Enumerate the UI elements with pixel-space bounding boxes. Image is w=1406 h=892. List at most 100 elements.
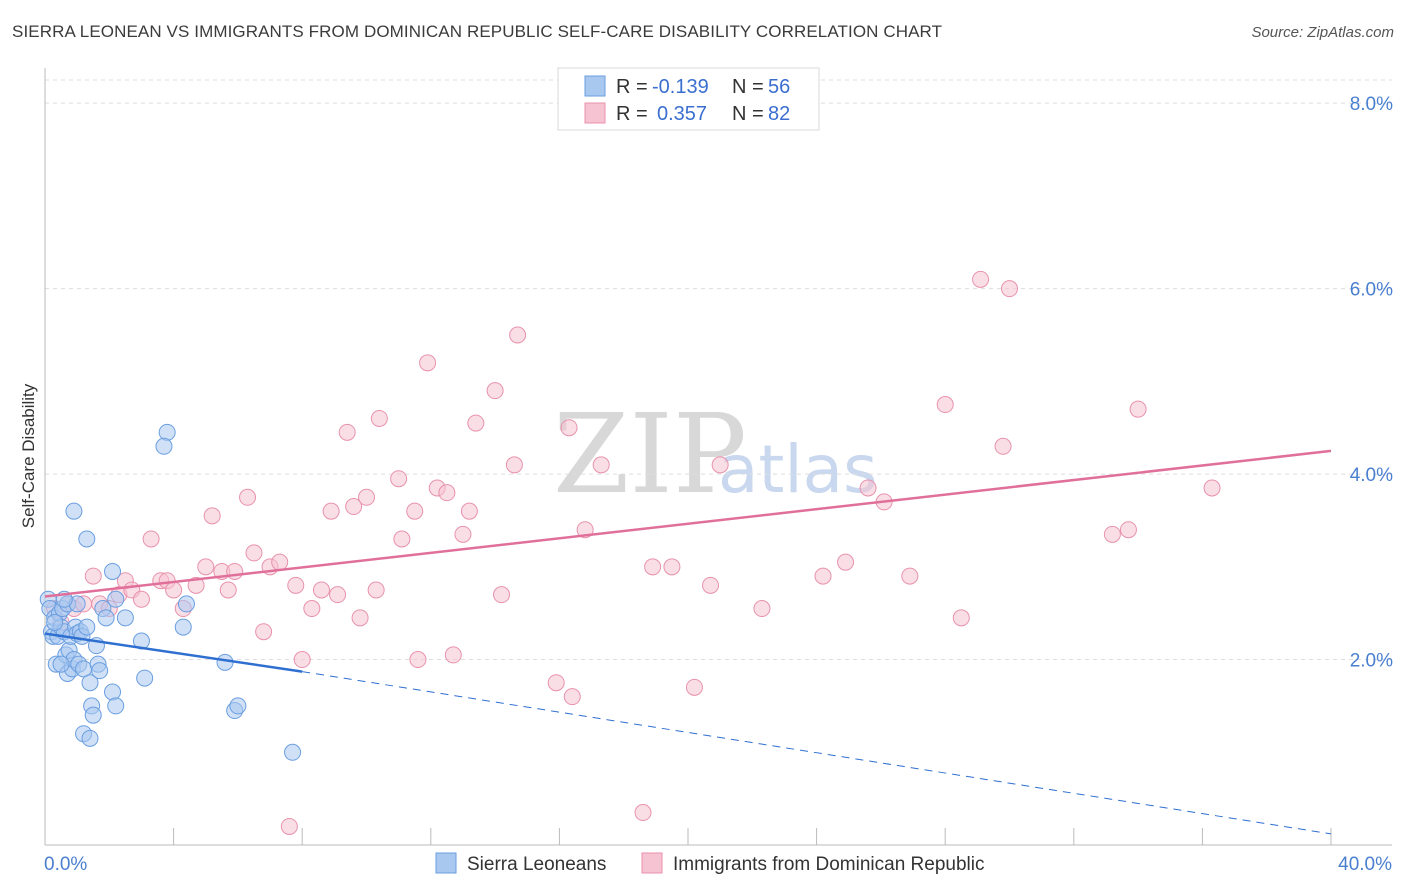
data-point-dominican: [702, 576, 720, 594]
y-tick-label: 2.0%: [1350, 651, 1393, 672]
data-point-sierra-leonean: [104, 683, 122, 701]
data-point-dominican: [409, 651, 427, 669]
data-point-dominican: [685, 678, 703, 696]
data-point-sierra-leonean: [46, 613, 64, 631]
data-point-dominican: [972, 270, 990, 288]
data-point-dominican: [393, 530, 411, 548]
bottom-legend-swatch-blue: [435, 852, 457, 874]
data-point-dominican: [203, 507, 221, 525]
data-point-dominican: [644, 558, 662, 576]
trend-line-sierra-leonean-extension: [302, 671, 1332, 835]
data-point-dominican: [280, 817, 298, 835]
series-dominican-points: [46, 270, 1221, 835]
legend-swatch-blue: [584, 75, 606, 97]
data-point-dominican: [351, 609, 369, 627]
data-point-sierra-leonean: [107, 697, 125, 715]
data-point-dominican: [293, 651, 311, 669]
trend-line-sierra-leonean: [44, 632, 303, 673]
data-point-dominican: [219, 581, 237, 599]
data-point-dominican: [1119, 521, 1137, 539]
series-sierra-leonean-points: [39, 423, 302, 761]
data-point-dominican: [367, 581, 385, 599]
data-point-sierra-leonean: [116, 609, 134, 627]
y-tick-labels: 2.0% 4.0% 6.0% 8.0%: [1350, 94, 1393, 671]
data-point-dominican: [239, 488, 257, 506]
data-point-dominican: [226, 562, 244, 580]
data-point-dominican: [132, 590, 150, 608]
x-axis-ticks: [44, 828, 1332, 845]
bottom-legend-label-dominican: Immigrants from Dominican Republic: [673, 854, 985, 875]
legend: R = -0.139 N = 56 R = 0.357 N = 82: [557, 67, 820, 131]
data-point-sierra-leonean: [158, 423, 176, 441]
data-point-dominican: [467, 414, 485, 432]
data-point-dominican: [303, 600, 321, 618]
data-point-sierra-leonean: [107, 590, 125, 608]
data-point-dominican: [329, 586, 347, 604]
data-point-dominican: [936, 396, 954, 414]
legend-n-value-2: 82: [768, 103, 790, 125]
data-point-dominican: [634, 804, 652, 822]
legend-n-label-1: N =: [732, 76, 764, 98]
data-point-dominican: [390, 470, 408, 488]
data-point-dominican: [165, 581, 183, 599]
data-point-dominican: [547, 674, 565, 692]
data-point-dominican: [460, 502, 478, 520]
data-point-dominican: [271, 553, 289, 571]
data-point-dominican: [419, 354, 437, 372]
data-point-dominican: [197, 558, 215, 576]
data-point-dominican: [753, 600, 771, 618]
data-point-sierra-leonean: [155, 437, 173, 455]
data-point-dominican: [493, 586, 511, 604]
data-point-dominican: [505, 456, 523, 474]
data-point-dominican: [994, 437, 1012, 455]
data-point-dominican: [187, 576, 205, 594]
source-credit: Source: ZipAtlas.com: [1251, 24, 1394, 41]
data-point-dominican: [859, 479, 877, 497]
data-point-dominican: [370, 409, 388, 427]
y-axis-label: Self-Care Disability: [19, 383, 38, 528]
data-point-dominican: [438, 484, 456, 502]
data-point-dominican: [444, 646, 462, 664]
legend-r-label-1: R =: [616, 76, 648, 98]
bottom-legend-label-sierra-leoneans: Sierra Leoneans: [467, 854, 606, 875]
chart-title: SIERRA LEONEAN VS IMMIGRANTS FROM DOMINI…: [12, 22, 943, 41]
data-point-sierra-leonean: [104, 562, 122, 580]
trend-lines: [44, 449, 1332, 835]
legend-n-value-1: 56: [768, 76, 790, 98]
data-point-dominican: [84, 567, 102, 585]
x-tick-label-max: 40.0%: [1338, 854, 1392, 875]
legend-swatch-pink: [584, 102, 606, 124]
data-point-sierra-leonean: [229, 697, 247, 715]
x-tick-label-min: 0.0%: [44, 854, 87, 875]
data-point-dominican: [486, 382, 504, 400]
data-point-sierra-leonean: [65, 502, 83, 520]
legend-r-value-1: -0.139: [652, 76, 709, 98]
data-point-sierra-leonean: [84, 706, 102, 724]
trend-line-dominican: [44, 449, 1332, 598]
data-point-dominican: [952, 609, 970, 627]
data-point-dominican: [1103, 525, 1121, 543]
watermark-zip: ZIP: [553, 390, 747, 518]
data-point-dominican: [1203, 479, 1221, 497]
data-point-dominican: [406, 502, 424, 520]
data-point-dominican: [1129, 400, 1147, 418]
data-point-sierra-leonean: [216, 653, 234, 671]
data-point-sierra-leonean: [78, 530, 96, 548]
bottom-legend: Sierra Leoneans Immigrants from Dominica…: [435, 852, 985, 875]
data-point-dominican: [338, 423, 356, 441]
legend-n-label-2: N =: [732, 103, 764, 125]
data-point-dominican: [287, 576, 305, 594]
y-tick-label: 6.0%: [1350, 280, 1393, 301]
legend-r-label-2: R =: [616, 103, 648, 125]
data-point-dominican: [837, 553, 855, 571]
data-point-dominican: [592, 456, 610, 474]
data-point-dominican: [322, 502, 340, 520]
data-point-sierra-leonean: [91, 662, 109, 680]
y-tick-label: 4.0%: [1350, 465, 1393, 486]
data-point-dominican: [560, 419, 578, 437]
data-point-dominican: [663, 558, 681, 576]
data-point-sierra-leonean: [284, 743, 302, 761]
data-point-dominican: [901, 567, 919, 585]
data-point-dominican: [142, 530, 160, 548]
